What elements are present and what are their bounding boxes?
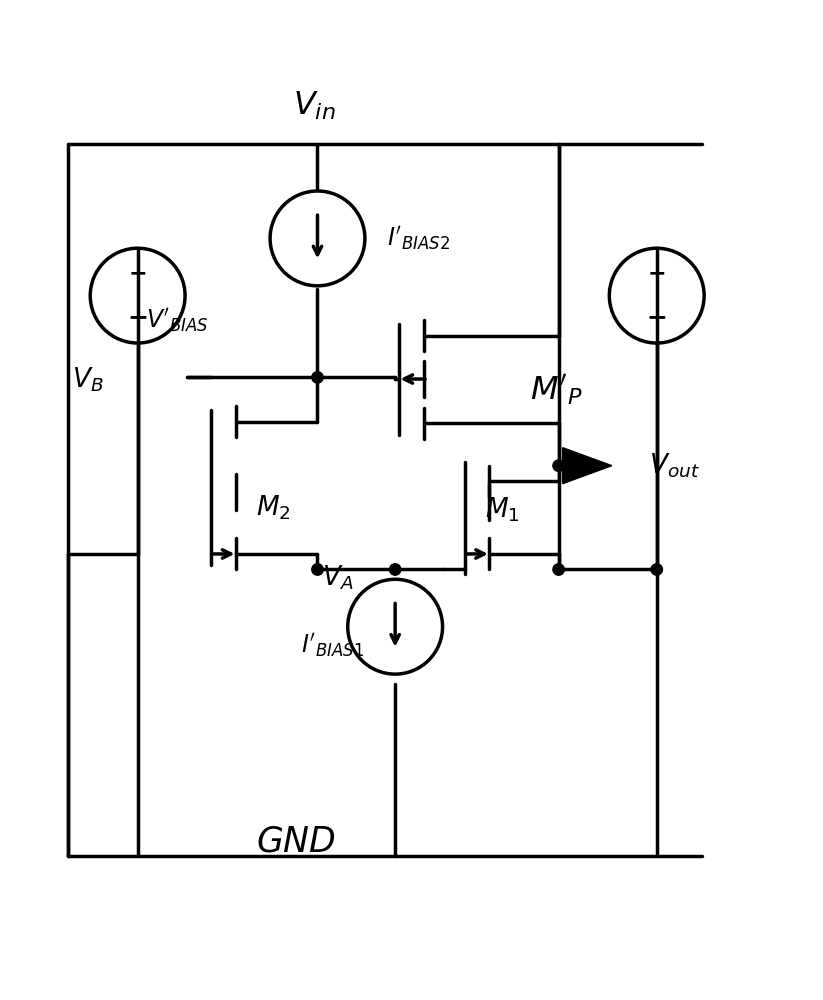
Circle shape (312, 564, 323, 575)
Text: +: + (648, 264, 666, 284)
Text: −: − (128, 305, 148, 329)
Circle shape (651, 564, 663, 575)
Text: $M_1$: $M_1$ (485, 496, 520, 524)
Circle shape (389, 564, 401, 575)
Text: $I'_{BIAS2}$: $I'_{BIAS2}$ (387, 224, 450, 252)
Text: $V_{out}$: $V_{out}$ (649, 451, 700, 480)
Text: $V_A$: $V_A$ (322, 563, 353, 592)
Text: +: + (128, 264, 147, 284)
Text: $V_{in}$: $V_{in}$ (293, 90, 336, 122)
Circle shape (553, 564, 565, 575)
Text: $V_B$: $V_B$ (72, 366, 104, 394)
Polygon shape (563, 448, 611, 484)
Text: $M'_P$: $M'_P$ (530, 372, 583, 407)
Text: $GND$: $GND$ (256, 825, 337, 859)
Text: −: − (646, 305, 667, 329)
Circle shape (312, 372, 323, 383)
Text: $I'_{BIAS1}$: $I'_{BIAS1}$ (301, 631, 365, 659)
Text: $M_2$: $M_2$ (256, 494, 291, 522)
Text: $V'_{BIAS}$: $V'_{BIAS}$ (146, 306, 209, 334)
Circle shape (553, 460, 565, 471)
